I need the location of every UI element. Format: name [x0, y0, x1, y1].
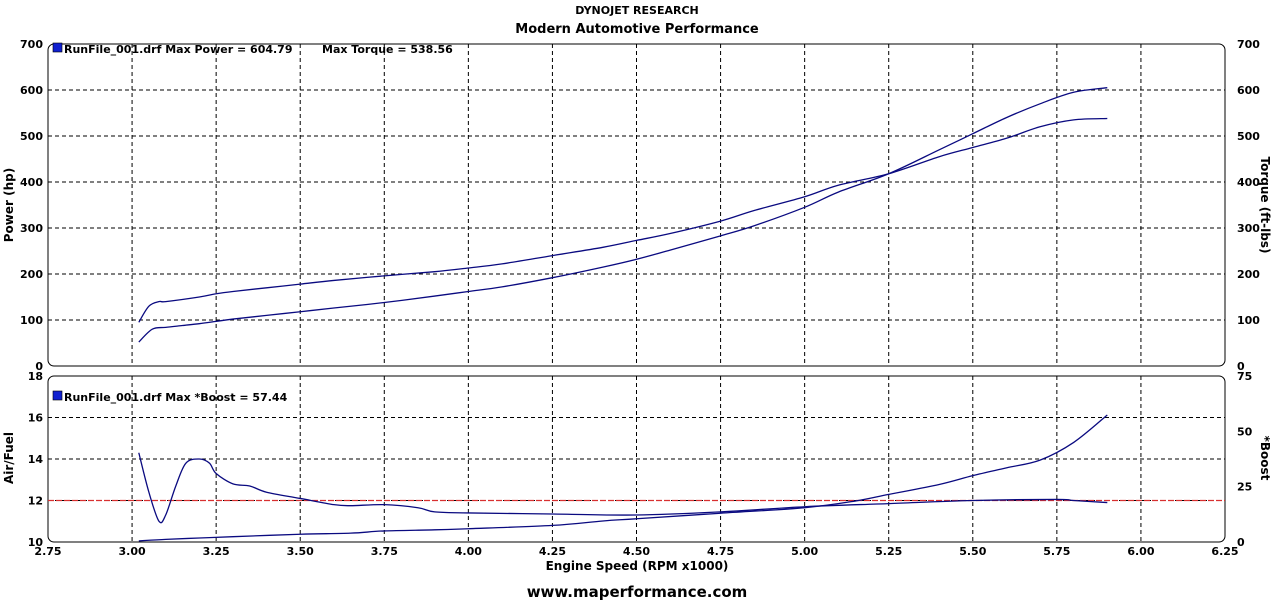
- rpm-tick-label: 4.25: [539, 545, 566, 558]
- power-tick-label: 200: [20, 268, 43, 281]
- airfuel-axis-ticks: 10 12 14 16 18: [28, 370, 44, 549]
- boost-curve: [138, 414, 1108, 542]
- torque-tick-label: 400: [1237, 176, 1260, 189]
- airfuel-tick-label: 16: [28, 412, 44, 425]
- power-tick-label: 500: [20, 130, 43, 143]
- chart-title: DYNOJET RESEARCH: [575, 4, 698, 17]
- boost-axis-label: *Boost: [1258, 436, 1272, 481]
- airfuel-tick-label: 10: [28, 536, 44, 549]
- airfuel-boost-grid: [48, 376, 1225, 542]
- torque-tick-label: 700: [1237, 38, 1260, 51]
- torque-axis-label: Torque (ft-lbs): [1258, 157, 1272, 254]
- power-tick-label: 0: [35, 360, 43, 373]
- torque-curve: [138, 117, 1108, 323]
- torque-tick-label: 100: [1237, 314, 1260, 327]
- rpm-tick-label: 4.75: [707, 545, 734, 558]
- airfuel-curve: [138, 452, 1108, 524]
- torque-tick-label: 200: [1237, 268, 1260, 281]
- airfuel-axis-label: Air/Fuel: [2, 432, 16, 484]
- boost-tick-label: 75: [1237, 370, 1252, 383]
- rpm-tick-label: 3.00: [119, 545, 146, 558]
- rpm-axis-ticks: 2.75 3.00 3.25 3.50 3.75 4.00 4.25 4.50 4.75 5.00…: [34, 545, 1238, 558]
- chart-subtitle: Modern Automotive Performance: [515, 22, 759, 37]
- rpm-axis-label: Engine Speed (RPM x1000): [546, 559, 729, 573]
- power-tick-label: 700: [20, 38, 43, 51]
- torque-tick-label: 0: [1237, 360, 1245, 373]
- boost-tick-label: 50: [1237, 425, 1253, 438]
- torque-axis-ticks: 0 100 200 300 400 500 600 700: [1237, 38, 1260, 373]
- airfuel-tick-label: 18: [28, 370, 43, 383]
- boost-tick-label: 25: [1237, 481, 1252, 494]
- airfuel-tick-label: 12: [28, 495, 43, 508]
- power-tick-label: 100: [20, 314, 43, 327]
- legend-label-boost: RunFile_001.drf Max *Boost = 57.44: [64, 391, 288, 404]
- torque-tick-label: 300: [1237, 222, 1260, 235]
- rpm-tick-label: 4.00: [455, 545, 482, 558]
- power-torque-series: [138, 87, 1108, 343]
- airfuel-boost-series: [138, 414, 1108, 542]
- rpm-tick-label: 6.00: [1127, 545, 1154, 558]
- airfuel-tick-label: 14: [28, 453, 44, 466]
- footer-website: www.maperformance.com: [527, 583, 748, 600]
- rpm-tick-label: 3.75: [371, 545, 398, 558]
- torque-tick-label: 500: [1237, 130, 1260, 143]
- legend-color-box-bottom: [52, 390, 63, 401]
- boost-axis-ticks: 0 25 50 75: [1237, 370, 1253, 549]
- torque-tick-label: 600: [1237, 84, 1260, 97]
- power-curve: [138, 87, 1108, 343]
- boost-tick-label: 0: [1237, 536, 1245, 549]
- legend-label-torque: Max Torque = 538.56: [322, 43, 453, 56]
- rpm-tick-label: 4.50: [623, 545, 650, 558]
- rpm-tick-label: 5.50: [959, 545, 986, 558]
- rpm-tick-label: 3.50: [287, 545, 314, 558]
- rpm-tick-label: 5.75: [1043, 545, 1070, 558]
- legend-label-power: RunFile_001.drf Max Power = 604.79: [64, 43, 293, 56]
- rpm-tick-label: 5.25: [875, 545, 902, 558]
- rpm-tick-label: 2.75: [34, 545, 61, 558]
- power-tick-label: 300: [20, 222, 43, 235]
- rpm-tick-label: 5.00: [791, 545, 818, 558]
- rpm-tick-label: 3.25: [203, 545, 230, 558]
- power-tick-label: 400: [20, 176, 43, 189]
- power-axis-ticks: 0 100 200 300 400 500 600 700: [20, 38, 43, 373]
- rpm-tick-label: 6.25: [1211, 545, 1238, 558]
- power-torque-grid: [48, 44, 1225, 366]
- power-axis-label: Power (hp): [2, 168, 16, 242]
- legend-color-box-top: [52, 42, 63, 53]
- power-tick-label: 600: [20, 84, 43, 97]
